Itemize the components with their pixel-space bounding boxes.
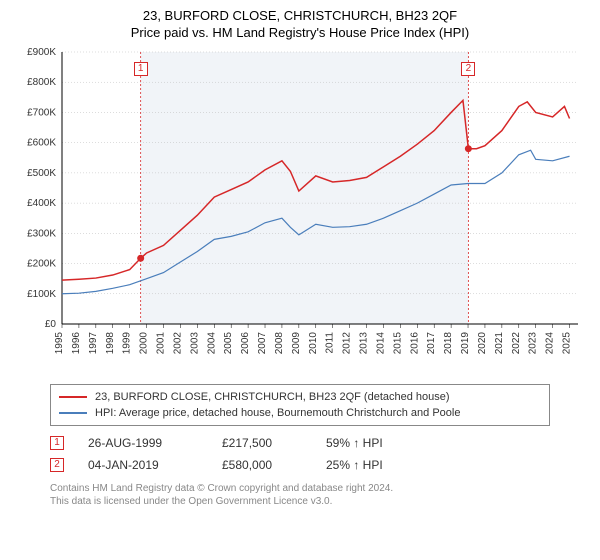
footnote: Contains HM Land Registry data © Crown c… — [50, 482, 588, 508]
svg-text:2022: 2022 — [511, 332, 522, 355]
svg-text:2024: 2024 — [545, 332, 556, 355]
sale-diff: 59% ↑ HPI — [326, 436, 416, 450]
svg-text:2008: 2008 — [274, 332, 285, 355]
svg-text:2005: 2005 — [223, 332, 234, 355]
svg-text:2009: 2009 — [291, 332, 302, 355]
svg-text:£100K: £100K — [27, 289, 56, 300]
svg-text:1998: 1998 — [105, 332, 116, 355]
svg-text:£700K: £700K — [27, 107, 56, 118]
sale-marker-icon: 2 — [50, 458, 64, 472]
svg-text:2001: 2001 — [156, 332, 167, 355]
svg-text:2013: 2013 — [359, 332, 370, 355]
svg-text:£900K: £900K — [27, 47, 56, 58]
sale-date: 26-AUG-1999 — [88, 436, 198, 450]
footnote-line: Contains HM Land Registry data © Crown c… — [50, 482, 588, 495]
svg-text:2007: 2007 — [257, 332, 268, 355]
svg-text:£0: £0 — [45, 319, 57, 330]
sales-row: 2 04-JAN-2019 £580,000 25% ↑ HPI — [50, 454, 588, 476]
chart-sale-marker: 2 — [461, 62, 475, 76]
chart-subtitle: Price paid vs. HM Land Registry's House … — [12, 25, 588, 40]
svg-text:2014: 2014 — [375, 332, 386, 355]
svg-text:1996: 1996 — [71, 332, 82, 355]
svg-text:£600K: £600K — [27, 138, 56, 149]
svg-text:£800K: £800K — [27, 77, 56, 88]
sale-price: £217,500 — [222, 436, 302, 450]
sale-diff: 25% ↑ HPI — [326, 458, 416, 472]
sale-date: 04-JAN-2019 — [88, 458, 198, 472]
sale-price: £580,000 — [222, 458, 302, 472]
chart-svg: £0 £100K £200K £300K £400K £500K £600K £700K £80… — [12, 46, 588, 376]
svg-text:2012: 2012 — [342, 332, 353, 355]
svg-text:2011: 2011 — [325, 332, 336, 354]
chart-container: 23, BURFORD CLOSE, CHRISTCHURCH, BH23 2Q… — [0, 0, 600, 512]
svg-text:2023: 2023 — [528, 332, 539, 355]
chart-title: 23, BURFORD CLOSE, CHRISTCHURCH, BH23 2Q… — [12, 8, 588, 23]
chart-sale-marker: 1 — [134, 62, 148, 76]
svg-text:2004: 2004 — [206, 332, 217, 355]
legend-label: 23, BURFORD CLOSE, CHRISTCHURCH, BH23 2Q… — [95, 391, 450, 403]
svg-text:2016: 2016 — [409, 332, 420, 355]
footnote-line: This data is licensed under the Open Gov… — [50, 495, 588, 508]
svg-text:1995: 1995 — [54, 332, 65, 355]
svg-text:2002: 2002 — [172, 332, 183, 355]
legend-swatch — [59, 412, 87, 414]
svg-text:£500K: £500K — [27, 168, 56, 179]
legend-swatch — [59, 396, 87, 398]
legend-label: HPI: Average price, detached house, Bour… — [95, 407, 460, 419]
svg-text:2003: 2003 — [189, 332, 200, 355]
svg-text:2020: 2020 — [477, 332, 488, 355]
svg-text:£300K: £300K — [27, 228, 56, 239]
sales-table: 1 26-AUG-1999 £217,500 59% ↑ HPI 2 04-JA… — [50, 432, 588, 476]
legend: 23, BURFORD CLOSE, CHRISTCHURCH, BH23 2Q… — [50, 384, 550, 426]
svg-text:2010: 2010 — [308, 332, 319, 355]
svg-text:1999: 1999 — [122, 332, 133, 355]
sales-row: 1 26-AUG-1999 £217,500 59% ↑ HPI — [50, 432, 588, 454]
legend-row: HPI: Average price, detached house, Bour… — [59, 405, 541, 421]
sale-marker-icon: 1 — [50, 436, 64, 450]
chart-plot-area: £0 £100K £200K £300K £400K £500K £600K £700K £80… — [12, 46, 588, 376]
svg-text:2015: 2015 — [392, 332, 403, 355]
svg-text:2025: 2025 — [562, 332, 573, 355]
svg-text:£200K: £200K — [27, 259, 56, 270]
legend-row: 23, BURFORD CLOSE, CHRISTCHURCH, BH23 2Q… — [59, 389, 541, 405]
svg-text:2021: 2021 — [494, 332, 505, 355]
svg-text:2017: 2017 — [426, 332, 437, 355]
svg-text:2018: 2018 — [443, 332, 454, 355]
svg-text:£400K: £400K — [27, 198, 56, 209]
svg-text:2019: 2019 — [460, 332, 471, 355]
svg-text:2000: 2000 — [139, 332, 150, 355]
svg-text:1997: 1997 — [88, 332, 99, 355]
svg-text:2006: 2006 — [240, 332, 251, 355]
